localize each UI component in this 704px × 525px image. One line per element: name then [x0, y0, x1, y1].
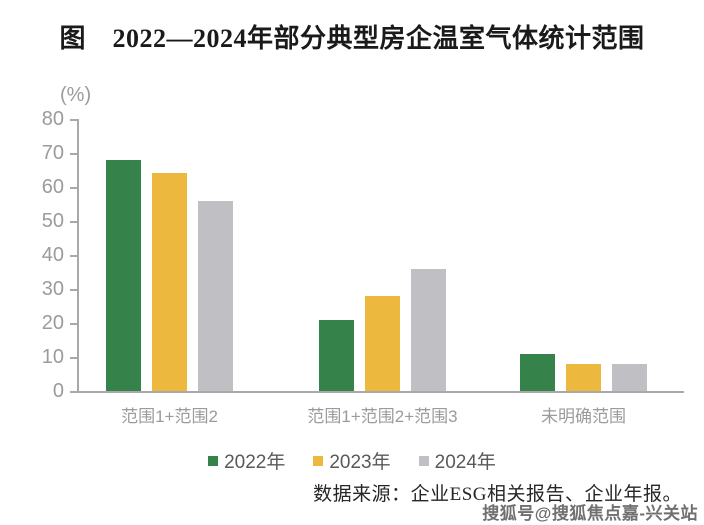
y-tick-mark [70, 357, 77, 359]
bar-2024年 [198, 200, 233, 391]
y-tick-mark [70, 391, 77, 393]
plot-area: 80 70 60 50 40 30 20 10 0 范围1+范围2 范围1+范围2+范围3 未明确范… [42, 108, 684, 426]
y-tick-label: 50 [41, 210, 64, 232]
bar-group [319, 119, 446, 391]
bar-2023年 [365, 295, 400, 391]
y-tick-label: 60 [41, 176, 64, 198]
y-tick-label: 40 [41, 244, 64, 266]
legend: 2022年 2023年 2024年 [0, 447, 704, 474]
y-tick-label: 20 [41, 312, 64, 334]
bar-2022年 [319, 319, 354, 391]
y-tick-label: 80 [41, 108, 64, 130]
bar-2023年 [566, 363, 601, 391]
bar-2022年 [520, 353, 555, 391]
y-axis-unit-label: (%) [60, 84, 92, 106]
legend-label: 2023年 [329, 452, 391, 473]
bar-2022年 [106, 159, 141, 391]
x-axis-label: 范围1+范围2 [121, 407, 218, 426]
y-tick-label: 70 [41, 142, 64, 164]
legend-label: 2024年 [434, 452, 496, 473]
bar-2024年 [612, 363, 647, 391]
legend-item: 2024年 [418, 447, 496, 474]
legend-label: 2022年 [224, 452, 286, 473]
y-tick-mark [70, 119, 77, 121]
legend-swatch-icon [208, 455, 219, 466]
source-note: 数据来源：企业ESG相关报告、企业年报。 [313, 484, 682, 505]
chart-title: 图 2022—2024年部分典型房企温室气体统计范围 [59, 24, 645, 53]
y-tick-label: 10 [41, 346, 64, 368]
y-tick-mark [70, 153, 77, 155]
watermark: 搜狐号@搜狐焦点嘉-兴关站 [482, 504, 698, 523]
y-tick-mark [70, 289, 77, 291]
y-tick-mark [70, 255, 77, 257]
bar-group [520, 119, 647, 391]
bar-group [106, 119, 233, 391]
bar-2023年 [152, 173, 187, 391]
y-tick-mark [70, 221, 77, 223]
legend-item: 2022年 [208, 447, 285, 474]
x-axis-label: 未明确范围 [541, 407, 626, 426]
x-axis-label: 范围1+范围2+范围3 [307, 407, 458, 426]
y-tick-label: 0 [52, 380, 64, 402]
legend-swatch-icon [418, 455, 429, 466]
y-tick-label: 30 [41, 278, 64, 300]
y-tick-mark [70, 323, 77, 325]
legend-swatch-icon [313, 455, 324, 466]
bar-2024年 [411, 268, 446, 391]
y-tick-mark [70, 187, 77, 189]
legend-item: 2023年 [313, 447, 391, 474]
